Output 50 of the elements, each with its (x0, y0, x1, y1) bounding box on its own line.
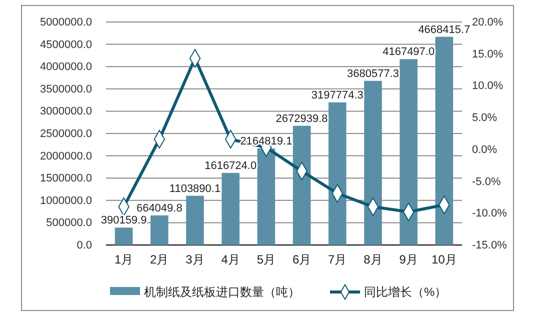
y-tick-label: 0.0 (76, 240, 92, 252)
bar (114, 228, 133, 245)
y2-tick-label: -5.0% (472, 176, 501, 188)
x-tick-label: 8月 (364, 252, 382, 267)
y-tick-label: 3500000.0 (40, 83, 92, 96)
y2-tick-label: 0.0% (472, 144, 498, 156)
y-tick-label: 4500000.0 (40, 38, 92, 51)
bar (328, 102, 346, 245)
y2-tick-label: 10.0% (472, 80, 504, 92)
data-label: 1616724.0 (204, 160, 257, 172)
x-tick-label: 1月 (114, 252, 134, 267)
x-tick-label: 2月 (150, 252, 169, 267)
bar (186, 196, 204, 245)
y2-tick-label: -15.0% (472, 240, 508, 252)
y-tick-label: 500000.0 (46, 217, 92, 230)
x-tick-label: 6月 (292, 252, 312, 267)
data-label: 3680577.3 (347, 68, 399, 80)
y-tick-label: 3000000.0 (40, 106, 92, 118)
bar (400, 59, 418, 245)
y2-tick-label: 20.0% (472, 16, 504, 29)
x-tick-label: 5月 (256, 252, 276, 267)
y2-tick-label: -10.0% (472, 208, 508, 220)
bar (222, 172, 240, 245)
y-tick-label: 2500000.0 (40, 128, 92, 140)
x-tick-label: 9月 (399, 252, 418, 267)
y-tick-label: 1500000.0 (40, 172, 92, 185)
x-tick-label: 7月 (328, 252, 347, 267)
data-label: 4167497.0 (382, 46, 435, 58)
data-label: 2672939.8 (276, 112, 328, 125)
y-tick-label: 1000000.0 (40, 194, 92, 207)
data-label: 1103890.1 (169, 182, 221, 195)
y2-tick-label: 5.0% (472, 112, 498, 124)
y-tick-label: 2000000.0 (40, 150, 92, 162)
x-tick-label: 3月 (186, 252, 204, 267)
bar (364, 80, 382, 245)
x-tick-label: 10月 (432, 252, 457, 267)
x-tick-label: 4月 (221, 252, 240, 267)
y2-tick-label: 15.0% (472, 48, 504, 60)
legend-label: 同比增长（%） (364, 285, 447, 299)
y-tick-label: 5000000.0 (40, 16, 92, 29)
bar (292, 126, 311, 245)
bar (150, 215, 168, 245)
legend-label: 机制纸及纸板进口数量（吨） (144, 285, 300, 299)
bar (257, 148, 276, 245)
y-tick-label: 4000000.0 (40, 61, 92, 74)
data-label: 4668415.7 (418, 24, 470, 36)
data-label: 664049.8 (136, 202, 182, 214)
bar (435, 36, 454, 245)
data-label: 390159.9 (100, 214, 147, 227)
data-label: 3197774.3 (311, 89, 364, 102)
